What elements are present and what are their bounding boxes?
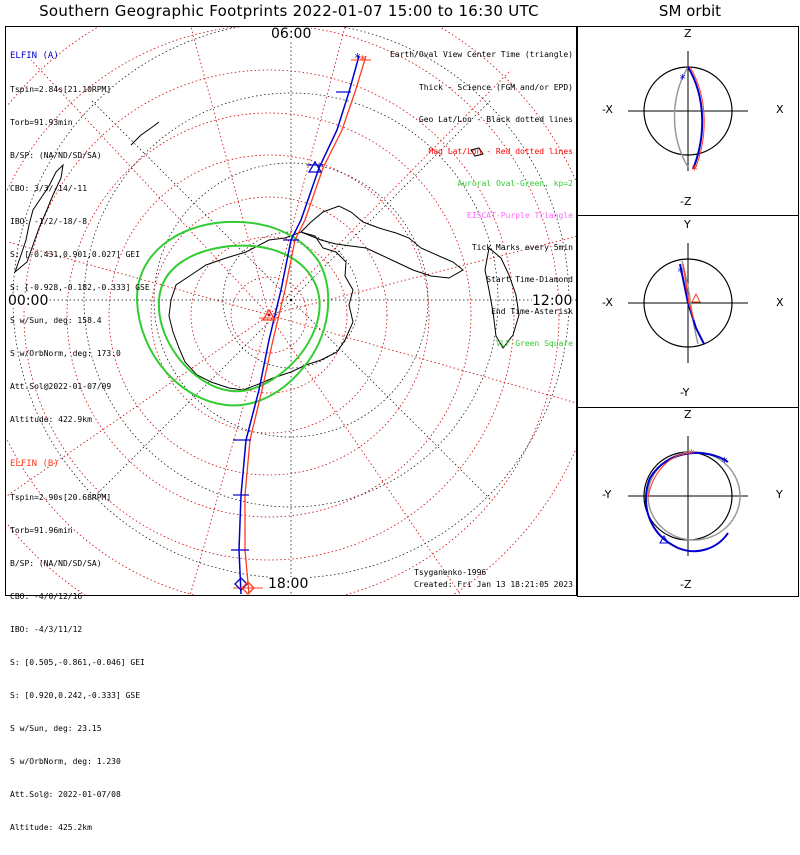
legend-entry: End Time-Asterisk [491,307,573,317]
elfin-a-asterisk: * [677,265,684,279]
elfin-a-ticks [231,91,351,551]
elfin-a-line: Altitude: 422.9km [10,415,92,424]
elfin-a-triangle [659,534,669,544]
legend-entry: Geo Lat/Lon - Black dotted lines [418,114,573,124]
elfin-b-line: Att.Sol@: 2022-01-07/08 [10,790,121,799]
elfin-b-line: Altitude: 425.2km [10,823,92,832]
elfin-b-triangle [691,292,701,303]
legend-entry: Auroral Oval-Green, kp=2 [457,178,573,188]
legend-entry: EISCAT-Purple Triangle [467,210,573,220]
model-note: Tsyganenko-1996 [414,568,487,577]
orbit-trail [673,66,689,168]
elfin-b-orbit [689,66,705,170]
elfin-a-start-diamond [234,577,248,591]
orbit-label-top: Z [684,27,692,40]
elfin-a-line: CBO: 3/3/-14/-11 [10,184,88,193]
elfin-a-line: B/SP: (NA/ND/SD/SA) [10,151,102,160]
south-america-outline [300,205,464,279]
coastlines [13,121,520,391]
elfin-b-info: ELFIN (B) Tspin=2.90s[20.68RPM] Torb=91.… [10,437,145,855]
elfin-b-ticks [233,59,371,589]
created-note: Created: Fri Jan 13 18:21:05 2023 [414,580,573,589]
hour-label-right: 12:00 [532,293,573,309]
elfin-a-line: Att.Sol@2022-01-07/09 [10,382,112,391]
elfin-b-line: Tspin=2.90s[20.68RPM] [10,493,112,502]
orbit-label-bottom: -Y [680,386,690,399]
orbit-panel-xy: * Y -Y -X X [577,215,799,408]
elfin-b-line: S: [0.505,-0.861,-0.046] GEI [10,658,145,667]
orbit-label-bottom: -Z [680,578,692,591]
elfin-b-asterisk: * [691,163,698,177]
elfin-b-orbit [682,263,695,321]
elfin-b-line: IBO: -4/3/11/12 [10,625,83,634]
elfin-b-name: ELFIN (B) [10,459,59,469]
legend-entry: Start Time-Diamond [486,275,573,285]
legend-entry: Mag Lat/Lon - Red dotted lines [428,146,574,156]
footprint-map: * * [7,27,576,595]
elfin-b-line: B/SP: (NA/ND/SD/SA) [10,559,102,568]
legend-entry: Thick - Science (FGM and/or EPD) [418,82,573,92]
elfin-b-line: Torb=91.96min [10,526,73,535]
elfin-a-line: S: [-0.431,0.901,0.027] GEI [10,250,141,259]
elfin-a-center-triangle [307,160,323,173]
orbit-label-left: -Y [602,488,612,501]
legend-entry: VLF-Green Square [495,339,573,349]
elfin-a-track [238,55,360,595]
elfin-b-orbit [647,452,692,499]
auroral-oval [135,220,330,407]
elfin-a-line: Torb=91.93min [10,118,73,127]
elfin-b-line: S: [0.920,0.242,-0.333] GSE [10,691,141,700]
map-title: Southern Geographic Footprints 2022-01-0… [39,2,539,20]
elfin-b-markers: * [241,53,366,595]
kerguelen-outline [470,147,484,157]
orbit-label-right: X [776,296,784,309]
elfin-b-end-asterisk: * [359,53,366,67]
elfin-a-asterisk: * [721,455,728,469]
elfin-a-line: S w/OrbNorm, deg: 173.0 [10,349,121,358]
elfin-a-line: Tspin=2.84s[21.10RPM] [10,85,112,94]
australia-outline [13,163,64,274]
orbit-label-right: X [776,103,784,116]
elfin-b-line: S w/Sun, deg: 23.15 [10,724,102,733]
elfin-b-line: CBO: -4/0/12/16 [10,592,83,601]
orbit-plot-xz: * * [628,51,748,177]
elfin-a-markers: * [234,51,361,591]
orbit-label-bottom: -Z [680,195,692,208]
orbit-title: SM orbit [658,2,722,20]
orbit-panel-yz: * * Z -Z -Y Y [577,407,799,597]
orbit-label-top: Z [684,408,692,421]
legend-entry: Tick Marks every 5min [471,243,573,253]
new-zealand-outline [130,121,160,146]
elfin-a-orbit [644,451,729,553]
elfin-a-asterisk: * [679,72,686,86]
elfin-a-line: IBO: -1/2/-18/-8 [10,217,88,226]
elfin-b-center-triangle [261,308,277,321]
elfin-b-asterisk: * [688,447,695,461]
elfin-a-orbit [687,66,704,170]
orbit-label-right: Y [776,488,783,501]
elfin-a-line: S w/Sun, deg: 158.4 [10,316,102,325]
footprint-map-panel: * * 06:00 00:00 12:00 18:00 ELFIN (A) Ts… [5,26,577,832]
legend-entry: Earth/Oval View Center Time (triangle) [389,50,573,60]
elfin-a-line: S: [-0.928,-0.182,-0.333] GSE [10,283,150,292]
mag-latitude-circles [7,27,576,595]
elfin-a-name: ELFIN (A) [10,51,59,61]
africa-outline [484,247,520,349]
legend: Earth/Oval View Center Time (triangle) T… [390,29,573,372]
elfin-a-info: ELFIN (A) Tspin=2.84s[21.10RPM] Torb=91.… [10,29,150,447]
hour-label-top: 06:00 [271,26,312,42]
antarctica-outline [168,231,354,391]
elfin-a-end-asterisk: * [354,51,361,65]
orbit-plot-yz: * * [628,436,748,556]
orbit-panel-xz: * * Z -Z -X X [577,26,799,216]
elfin-b-line: S w/OrbNorm, deg: 1.230 [10,757,121,766]
hour-label-bottom: 18:00 [268,576,309,592]
hour-label-left: 00:00 [8,293,49,309]
orbit-label-top: Y [684,218,691,231]
orbit-label-left: -X [602,103,613,116]
orbit-plot-xy: * [628,243,748,363]
orbit-label-left: -X [602,296,613,309]
elfin-b-start-diamond [241,581,255,595]
geo-longitude-lines [7,27,576,595]
